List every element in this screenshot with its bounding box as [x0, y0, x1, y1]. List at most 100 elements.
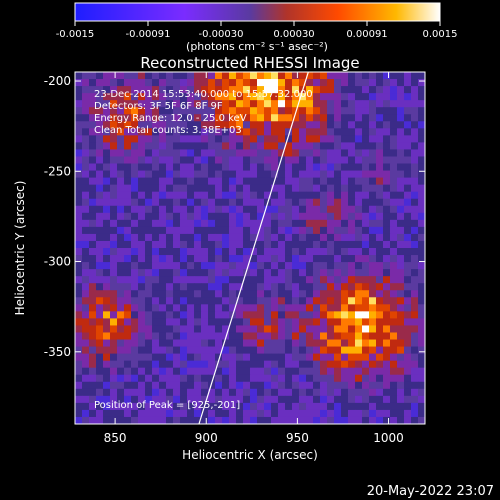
- heatmap-cell: [278, 114, 286, 122]
- heatmap-cell: [173, 262, 181, 270]
- heatmap-cell: [110, 248, 118, 256]
- heatmap-cell: [75, 86, 83, 94]
- heatmap-cell: [306, 374, 314, 383]
- heatmap-cell: [257, 149, 265, 157]
- heatmap-cell: [75, 269, 83, 277]
- heatmap-cell: [131, 121, 139, 129]
- heatmap-cell: [145, 248, 153, 256]
- heatmap-cell: [250, 332, 258, 340]
- heatmap-cell: [89, 86, 97, 94]
- heatmap-cell: [236, 191, 244, 200]
- heatmap-cell: [411, 184, 419, 193]
- heatmap-cell: [152, 163, 160, 171]
- heatmap-cell: [383, 240, 391, 249]
- heatmap-cell: [411, 276, 419, 284]
- heatmap-cell: [110, 353, 118, 362]
- heatmap-cell: [348, 142, 356, 150]
- heatmap-cell: [348, 402, 356, 411]
- heatmap-cell: [348, 290, 356, 298]
- heatmap-cell: [390, 191, 398, 200]
- heatmap-cell: [341, 226, 349, 235]
- heatmap-cell: [236, 107, 244, 115]
- heatmap-cell: [306, 149, 314, 157]
- heatmap-cell: [110, 205, 118, 214]
- heatmap-cell: [362, 374, 370, 383]
- heatmap-cell: [383, 409, 391, 418]
- heatmap-cell: [187, 269, 195, 277]
- heatmap-cell: [145, 233, 153, 242]
- heatmap-cell: [236, 276, 244, 284]
- heatmap-cell: [376, 163, 384, 171]
- heatmap-cell: [334, 191, 342, 200]
- heatmap-cell: [138, 304, 146, 312]
- heatmap-cell: [306, 135, 314, 143]
- heatmap-cell: [243, 114, 251, 122]
- heatmap-cell: [145, 402, 153, 411]
- heatmap-cell: [194, 121, 202, 129]
- heatmap-cell: [355, 409, 363, 418]
- heatmap-cell: [89, 191, 97, 200]
- heatmap-cell: [166, 346, 174, 354]
- heatmap-cell: [397, 163, 405, 171]
- heatmap-cell: [404, 339, 412, 347]
- heatmap-cell: [208, 86, 216, 94]
- heatmap-cell: [75, 226, 83, 235]
- heatmap-cell: [292, 304, 300, 312]
- heatmap-cell: [187, 233, 195, 242]
- heatmap-cell: [138, 269, 146, 277]
- heatmap-cell: [124, 283, 132, 291]
- heatmap-cell: [89, 416, 97, 424]
- heatmap-cell: [208, 388, 216, 397]
- heatmap-cell: [250, 219, 258, 228]
- heatmap-cell: [369, 212, 377, 221]
- heatmap-cell: [145, 72, 153, 80]
- heatmap-cell: [411, 121, 419, 129]
- heatmap-cell: [292, 149, 300, 157]
- heatmap-cell: [320, 311, 328, 319]
- heatmap-cell: [96, 86, 104, 94]
- heatmap-cell: [320, 128, 328, 136]
- heatmap-cell: [362, 93, 370, 101]
- heatmap-cell: [243, 283, 251, 291]
- heatmap-cell: [327, 114, 335, 122]
- heatmap-cell: [208, 332, 216, 340]
- heatmap-cell: [110, 219, 118, 228]
- heatmap-cell: [376, 311, 384, 319]
- heatmap-cell: [187, 416, 195, 424]
- heatmap-cell: [222, 367, 230, 376]
- heatmap-cell: [327, 191, 335, 200]
- heatmap-cell: [215, 332, 223, 340]
- heatmap-cell: [173, 233, 181, 242]
- heatmap-cell: [145, 212, 153, 221]
- heatmap-cell: [96, 135, 104, 143]
- heatmap-cell: [320, 381, 328, 390]
- heatmap-cell: [299, 276, 307, 284]
- heatmap-cell: [278, 367, 286, 376]
- heatmap-cell: [89, 240, 97, 249]
- heatmap-cell: [369, 72, 377, 80]
- heatmap-cell: [229, 240, 237, 249]
- heatmap-cell: [152, 283, 160, 291]
- heatmap-cell: [257, 388, 265, 397]
- heatmap-cell: [411, 311, 419, 319]
- heatmap-cell: [159, 325, 167, 333]
- heatmap-cell: [103, 128, 111, 136]
- heatmap-cell: [208, 198, 216, 207]
- heatmap-cell: [404, 156, 412, 164]
- heatmap-cell: [390, 311, 398, 319]
- heatmap-cell: [334, 198, 342, 207]
- heatmap-cell: [271, 276, 279, 284]
- heatmap-cell: [250, 248, 258, 256]
- heatmap-cell: [96, 128, 104, 136]
- heatmap-cell: [404, 219, 412, 228]
- heatmap-cell: [194, 233, 202, 242]
- heatmap-cell: [145, 142, 153, 150]
- heatmap-cell: [292, 269, 300, 277]
- heatmap-cell: [96, 339, 104, 347]
- heatmap-cell: [75, 374, 83, 383]
- heatmap-cell: [397, 72, 405, 80]
- heatmap-cell: [418, 388, 425, 397]
- heatmap-cell: [243, 255, 251, 263]
- heatmap-cell: [138, 318, 146, 326]
- heatmap-cell: [145, 353, 153, 362]
